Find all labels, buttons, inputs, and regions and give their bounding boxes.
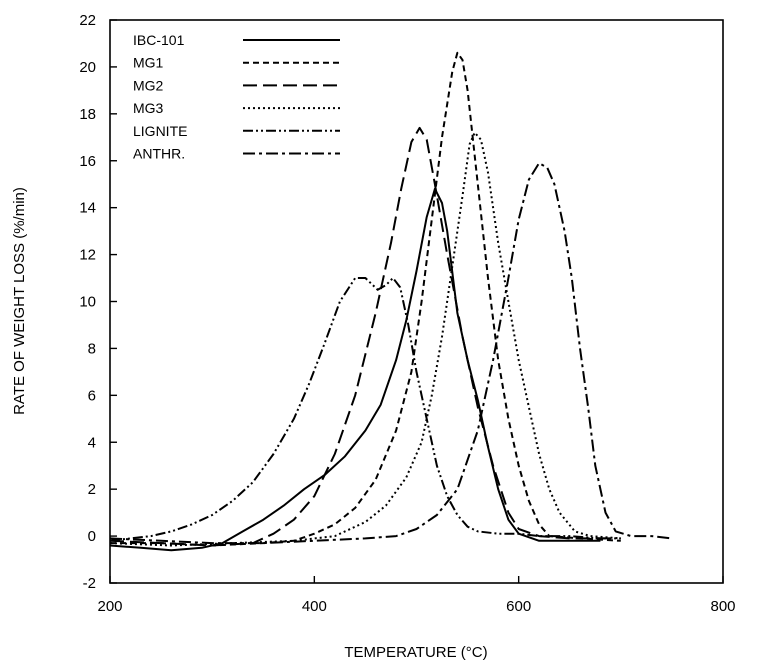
tick-labels: 200 400 600 800 -2 0 2 4 6 8 10 12 14 16 18 20 22 bbox=[79, 12, 735, 615]
y-tick-label: 6 bbox=[88, 387, 96, 404]
legend-label: MG1 bbox=[133, 55, 164, 71]
x-tick-label: 800 bbox=[710, 598, 735, 615]
x-tick-label: 400 bbox=[302, 598, 327, 615]
legend-label: MG3 bbox=[133, 100, 164, 116]
series-line-4 bbox=[109, 277, 621, 542]
x-tick-label: 200 bbox=[97, 598, 122, 615]
y-tick-label: 16 bbox=[79, 153, 96, 170]
series-layer bbox=[109, 51, 673, 552]
plot-frame bbox=[109, 19, 724, 584]
y-tick-label: 14 bbox=[79, 200, 96, 217]
y-axis-title: RATE OF WEIGHT LOSS (%/min) bbox=[11, 187, 28, 415]
legend-label: IBC-101 bbox=[133, 32, 185, 48]
legend: IBC-101 MG1 MG2 MG3 LIGNITE ANTHR. bbox=[133, 32, 340, 162]
y-tick-label: 12 bbox=[79, 247, 96, 264]
y-tick-label: 20 bbox=[79, 59, 96, 76]
axis-ticks bbox=[109, 19, 724, 584]
y-tick-label: 2 bbox=[88, 481, 96, 498]
legend-label: MG2 bbox=[133, 77, 164, 93]
y-tick-label: 0 bbox=[88, 528, 96, 545]
series-line-3 bbox=[109, 131, 621, 547]
x-tick-label: 600 bbox=[506, 598, 531, 615]
y-tick-label: 22 bbox=[79, 12, 96, 29]
series-line-2 bbox=[109, 126, 611, 547]
series-line-5 bbox=[109, 162, 673, 545]
legend-label: ANTHR. bbox=[133, 146, 185, 162]
y-tick-label: 8 bbox=[88, 340, 96, 357]
x-axis-title: TEMPERATURE (°C) bbox=[344, 644, 487, 661]
y-tick-label: 4 bbox=[88, 434, 96, 451]
y-tick-label: -2 bbox=[83, 575, 96, 592]
legend-label: LIGNITE bbox=[133, 123, 187, 139]
series-line-0 bbox=[109, 187, 601, 552]
y-tick-label: 10 bbox=[79, 294, 96, 311]
y-tick-label: 18 bbox=[79, 106, 96, 123]
